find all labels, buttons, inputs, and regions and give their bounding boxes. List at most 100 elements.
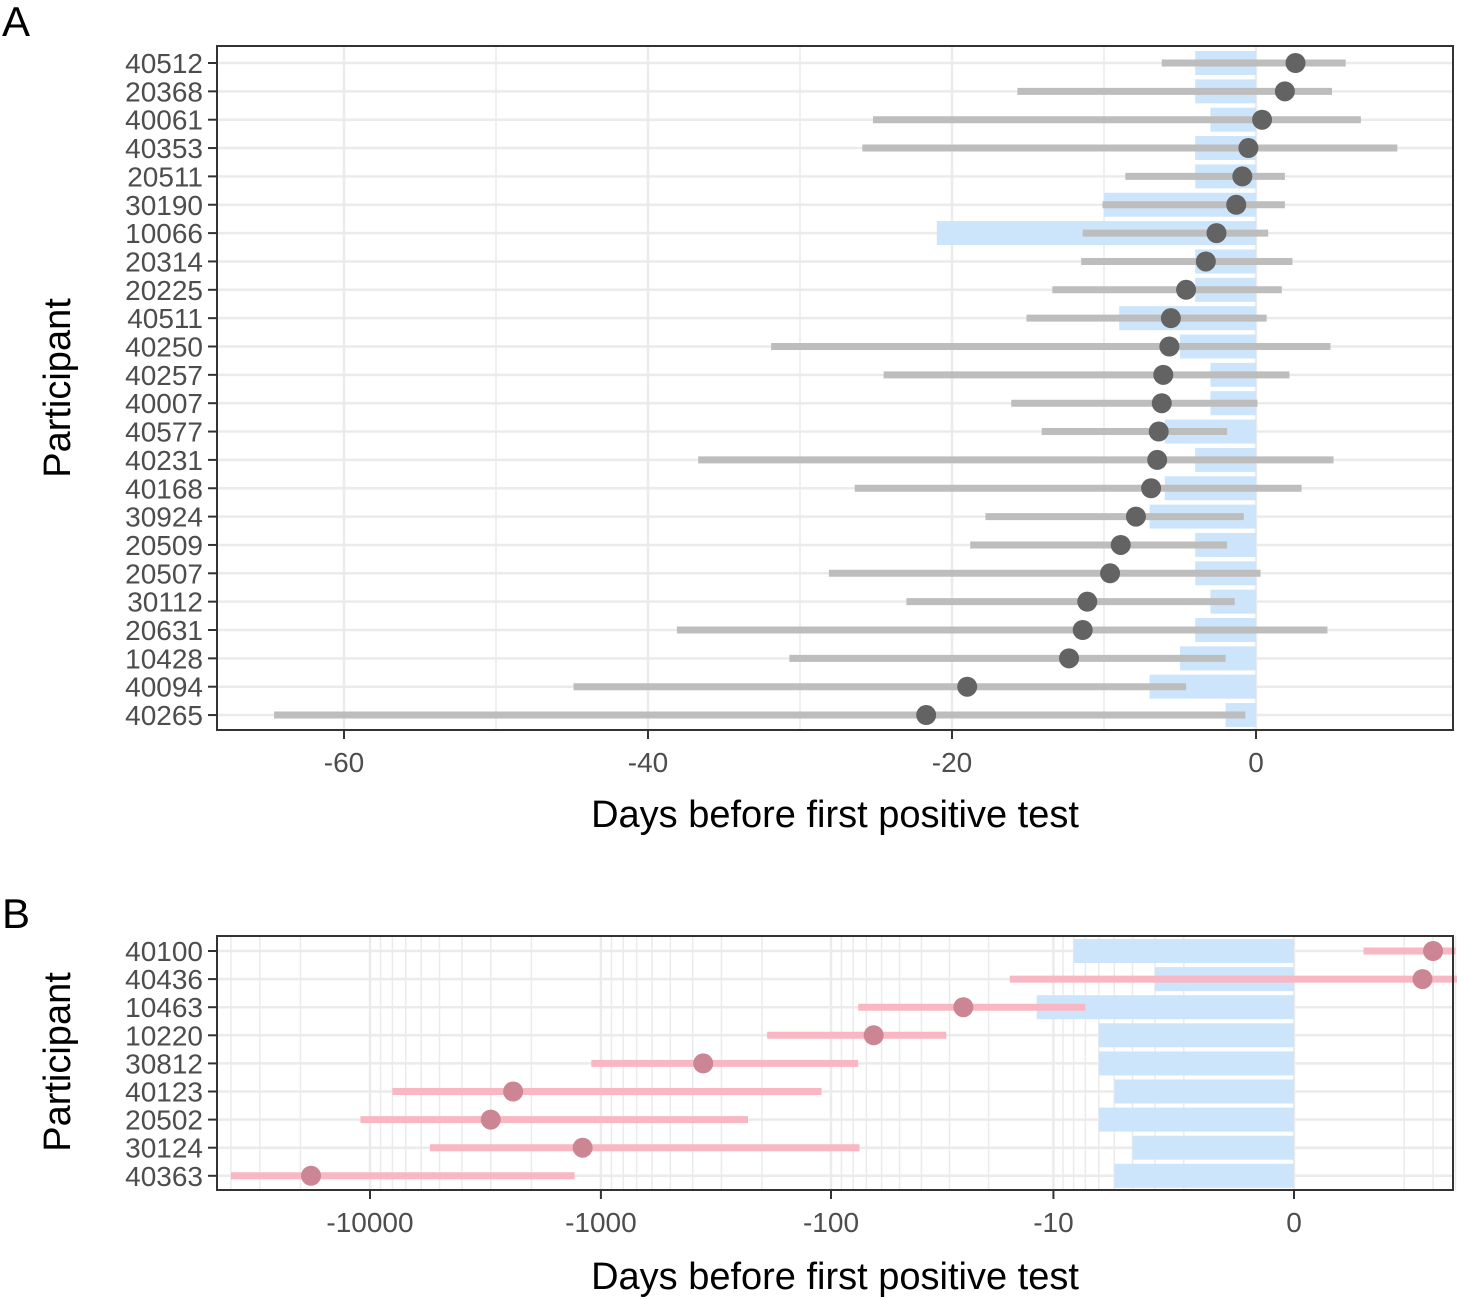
window-bar (1132, 1135, 1294, 1160)
y-tick-label: 40123 (125, 1077, 203, 1108)
y-tick-label: 30812 (125, 1048, 203, 1079)
data-point (1252, 109, 1273, 130)
y-tick-label: 40436 (125, 964, 203, 995)
window-bar (1098, 1023, 1294, 1048)
data-point (1077, 591, 1098, 612)
y-tick-label: 20631 (125, 615, 203, 646)
y-tick-label: 40265 (125, 700, 203, 731)
y-tick-label: 40577 (125, 417, 203, 448)
panel-b-y-axis-title: Participant (37, 972, 79, 1152)
panel-a-x-axis-title: Days before first positive test (591, 794, 1079, 836)
y-tick-label: 40100 (125, 936, 203, 967)
data-point (1151, 393, 1172, 414)
y-tick-label: 40250 (125, 332, 203, 363)
y-tick-label: 40511 (127, 303, 203, 334)
data-point (1160, 308, 1181, 329)
data-point (863, 1025, 884, 1046)
data-point (953, 997, 974, 1018)
data-point (1176, 279, 1197, 300)
data-point (1206, 223, 1227, 244)
x-tick-label: 0 (1286, 1207, 1302, 1238)
panel-b-x-axis-title: Days before first positive test (591, 1256, 1079, 1298)
y-tick-label: 20368 (125, 76, 203, 107)
x-tick-label: -10000 (326, 1207, 413, 1238)
data-point (1147, 449, 1168, 470)
data-point (693, 1053, 714, 1074)
data-point (480, 1109, 501, 1130)
x-tick-label: -100 (803, 1207, 859, 1238)
panel-a-points (916, 53, 1306, 726)
x-tick-label: -40 (628, 747, 668, 778)
data-point (1141, 478, 1162, 499)
window-bar (1098, 1107, 1294, 1132)
y-tick-label: 10220 (125, 1020, 203, 1051)
window-bar (1114, 1163, 1294, 1188)
x-tick-label: -20 (932, 747, 972, 778)
window-bar (1073, 939, 1294, 963)
data-point (1232, 166, 1253, 187)
data-point (1238, 138, 1259, 159)
data-point (301, 1165, 322, 1186)
y-tick-label: 40168 (125, 473, 203, 504)
data-point (1100, 563, 1121, 584)
x-tick-label: 0 (1248, 747, 1264, 778)
y-tick-label: 40353 (125, 133, 203, 164)
x-tick-label: -10 (1033, 1207, 1073, 1238)
panel-b-x-ticks: -10000 -1000 -100 -10 0 (326, 1190, 1302, 1238)
panel-b-windows (1036, 939, 1294, 1188)
y-tick-label: 40007 (125, 388, 203, 419)
y-tick-label: 20511 (127, 161, 203, 192)
panel-b-y-ticks: 4010040436104631022030812401232050230124… (125, 936, 217, 1192)
y-tick-label: 30924 (125, 502, 203, 533)
data-point (1274, 81, 1295, 102)
y-tick-label: 20509 (125, 530, 203, 561)
y-tick-label: 30124 (125, 1133, 203, 1164)
data-point (1125, 506, 1146, 527)
y-tick-label: 40231 (125, 445, 203, 476)
panel-a-y-ticks: 4051220368400614035320511301901006620314… (125, 48, 217, 731)
data-point (1110, 534, 1131, 555)
panel-b-letter: B (2, 890, 30, 937)
y-tick-label: 20314 (125, 246, 203, 277)
panel-a-frame (216, 45, 1454, 731)
y-tick-label: 30112 (127, 587, 203, 618)
data-point (1159, 336, 1180, 357)
data-point (503, 1081, 524, 1102)
y-tick-label: 10428 (125, 643, 203, 674)
y-tick-label: 40363 (125, 1161, 203, 1192)
data-point (1153, 364, 1174, 385)
data-point (1423, 941, 1444, 961)
x-tick-label: -1000 (565, 1207, 637, 1238)
y-tick-label: 40257 (125, 360, 203, 391)
data-point (1072, 620, 1093, 640)
data-point (1195, 251, 1216, 272)
panel-b: B 40100404361046310220308124012320502301… (2, 890, 1457, 1298)
y-tick-label: 40061 (125, 105, 203, 136)
y-tick-label: 20225 (125, 275, 203, 306)
panel-a-ranges (274, 59, 1398, 719)
x-tick-label: -60 (324, 747, 364, 778)
y-tick-label: 30190 (125, 190, 203, 221)
panel-a: A 40512203684006140353205113019010066203… (2, 0, 1454, 836)
panel-b-ranges (230, 947, 1457, 1180)
panel-a-windows (936, 51, 1256, 728)
window-bar (1114, 1079, 1294, 1104)
data-point (1226, 194, 1247, 215)
y-tick-label: 20502 (125, 1105, 203, 1136)
panel-a-x-ticks: -60 -40 -20 0 (324, 730, 1264, 778)
panel-a-letter: A (2, 0, 30, 45)
panel-a-y-axis-title: Participant (37, 298, 79, 478)
y-tick-label: 10066 (125, 218, 203, 249)
window-bar (1098, 1051, 1294, 1076)
panel-b-points (301, 941, 1444, 1186)
y-tick-label: 10463 (125, 992, 203, 1023)
y-tick-label: 20507 (125, 558, 203, 589)
data-point (572, 1137, 593, 1158)
data-point (1285, 53, 1306, 73)
data-point (957, 676, 978, 697)
data-point (1412, 969, 1433, 990)
data-point (916, 705, 937, 726)
data-point (1059, 648, 1080, 669)
y-tick-label: 40512 (125, 48, 203, 79)
